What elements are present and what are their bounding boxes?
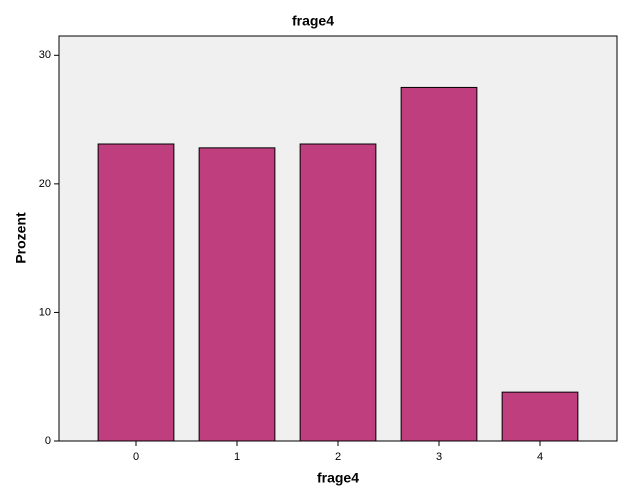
bar [97, 143, 175, 442]
y-axis-title: Prozent [13, 212, 29, 264]
x-axis-title: frage4 [317, 470, 359, 486]
bar [299, 143, 377, 442]
x-tick-label: 2 [335, 451, 341, 463]
y-tick-label: 20 [39, 178, 51, 190]
x-tick-label: 0 [133, 451, 139, 463]
y-tick-label: 10 [39, 306, 51, 318]
bar [400, 86, 478, 442]
y-tick-label: 0 [45, 435, 51, 447]
x-tick-label: 1 [234, 451, 240, 463]
x-tick-label: 4 [537, 451, 543, 463]
y-tick-label: 30 [39, 49, 51, 61]
x-tick-label: 3 [436, 451, 442, 463]
bar [501, 391, 579, 442]
chart-title: frage4 [292, 13, 334, 29]
bar [198, 147, 276, 442]
